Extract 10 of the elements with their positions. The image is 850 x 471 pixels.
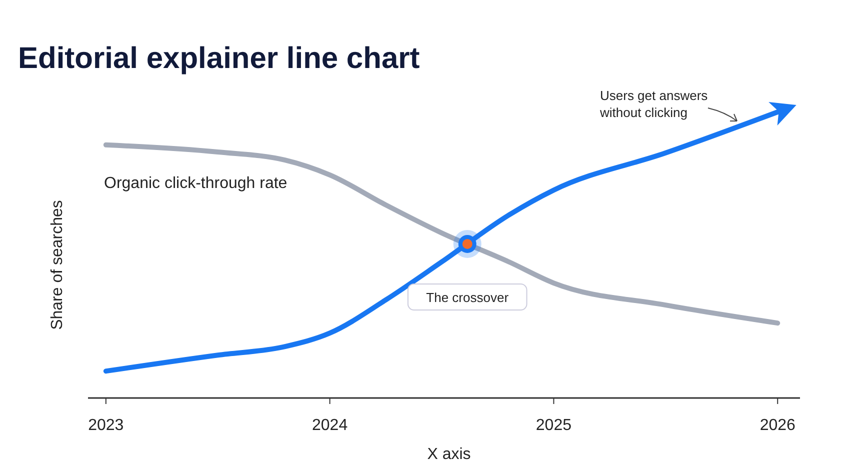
annotation: The crossover: [426, 290, 510, 305]
chart-title: Editorial explainer line chart: [18, 42, 420, 75]
y-axis-title: Share of searches: [49, 200, 66, 330]
x-tick-label: 2025: [536, 417, 572, 434]
series-label: Organic click-through rate: [104, 175, 288, 192]
x-axis-title: X axis: [427, 446, 471, 463]
x-tick-label: 2026: [760, 417, 796, 434]
x-tick-label: 2024: [312, 417, 348, 434]
annotation: Users get answers without clicking: [599, 88, 708, 120]
x-tick-label: 2023: [88, 417, 124, 434]
